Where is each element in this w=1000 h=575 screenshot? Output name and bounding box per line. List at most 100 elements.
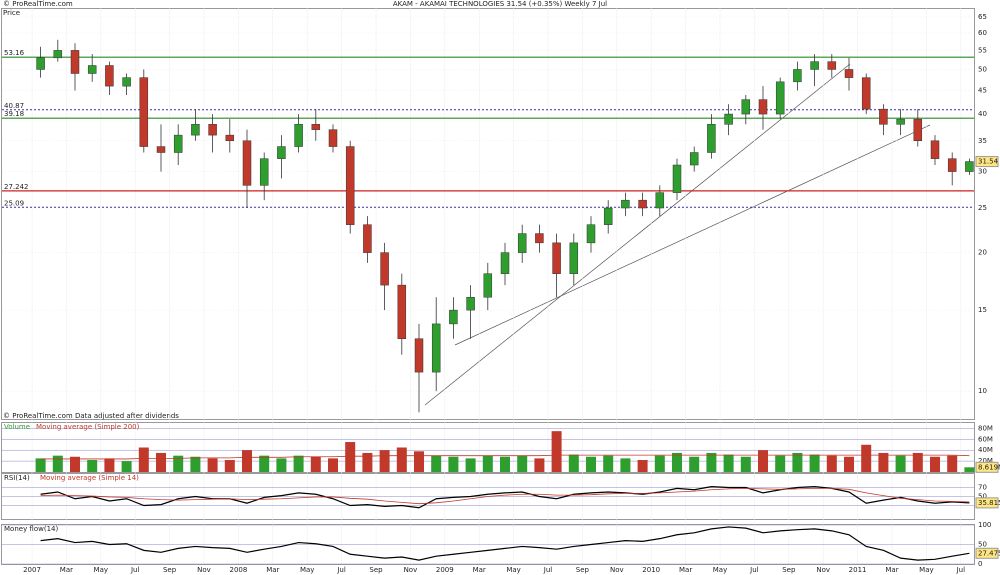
candle-body	[947, 158, 957, 172]
candle-body	[191, 124, 200, 136]
x-tick-label: May	[94, 566, 108, 574]
candle-body	[156, 146, 166, 153]
volume-bar	[431, 455, 442, 472]
volume-bar	[551, 431, 562, 472]
volume-bar	[689, 456, 700, 472]
page-title: AKAM - AKAMAI TECHNOLOGIES 31.54 (+0.35%…	[393, 0, 607, 8]
volume-bar	[895, 455, 906, 472]
volume-bar	[35, 458, 46, 472]
candle-body	[414, 338, 424, 373]
legend-entry: Moving average (Simple 14)	[40, 474, 139, 482]
y-tick-label: 65	[978, 13, 987, 21]
y-tick-label: 50	[978, 65, 987, 73]
x-tick-label: Mar	[60, 566, 73, 574]
last-value-box	[975, 461, 999, 473]
volume-bar	[52, 455, 63, 472]
volume-bar	[362, 452, 373, 472]
trend-line	[454, 124, 931, 346]
x-tick-label: Nov	[816, 566, 830, 574]
volume-bar	[345, 442, 356, 472]
x-tick-label: 2011	[849, 566, 867, 574]
candle-body	[707, 124, 716, 153]
y-tick-label: 0	[978, 560, 982, 568]
candle-body	[741, 99, 751, 115]
volume-bar	[809, 454, 820, 472]
volume-bar	[328, 458, 338, 472]
legend-entry: Money flow(14)	[4, 525, 58, 533]
series-line	[40, 454, 970, 460]
candle-body	[345, 146, 355, 225]
volume-bar	[379, 450, 390, 472]
candle-body	[552, 242, 561, 274]
volume-bar	[173, 455, 184, 472]
candle-body	[449, 309, 458, 325]
x-tick-label: May	[506, 566, 520, 574]
price-panel	[1, 8, 975, 420]
candle-body	[294, 124, 303, 147]
volume-bar	[242, 450, 252, 472]
last-value-box	[975, 497, 999, 509]
panel-title: Price	[3, 9, 20, 17]
candle-body	[173, 134, 183, 153]
candle-body	[827, 61, 837, 70]
x-tick-label: Mar	[266, 566, 279, 574]
candle-body	[139, 77, 149, 147]
x-tick-label: Sep	[576, 566, 590, 574]
candle-body	[70, 50, 80, 74]
candle-body	[535, 233, 544, 244]
y-tick-label: 20	[978, 249, 987, 257]
x-tick-label: Mar	[473, 566, 486, 574]
volume-bar	[259, 455, 270, 472]
level-label: 25.09	[4, 199, 24, 207]
x-tick-label: 2009	[436, 566, 454, 574]
y-tick-label: 40	[978, 110, 987, 118]
y-tick-label: 25	[978, 204, 987, 212]
volume-bar	[448, 456, 459, 472]
level-label: 27.242	[4, 183, 29, 191]
series-line	[40, 487, 970, 505]
volume-bar	[792, 452, 803, 472]
x-tick-label: Nov	[197, 566, 211, 574]
volume-bar	[465, 458, 476, 472]
candle-body	[810, 61, 819, 70]
y-tick-label: 55	[978, 46, 987, 54]
volume-bar	[775, 455, 786, 472]
volume-bar	[930, 456, 940, 472]
volume-bar	[414, 451, 424, 472]
volume-bar	[740, 456, 751, 472]
moneyflow-panel	[1, 524, 975, 565]
x-tick-label: Jul	[336, 566, 346, 574]
x-tick-label: Nov	[610, 566, 624, 574]
candle-body	[603, 207, 613, 225]
volume-bar	[568, 454, 579, 472]
legend-entry: RSI(14)	[4, 474, 30, 482]
volume-bar	[706, 452, 717, 472]
candle-body	[259, 158, 269, 186]
x-tick-label: Sep	[163, 566, 177, 574]
x-tick-label: Mar	[885, 566, 898, 574]
last-value-box	[975, 547, 999, 559]
candle-body	[775, 81, 785, 115]
volume-bar	[276, 458, 287, 472]
candle-body	[225, 134, 235, 142]
candle-body	[208, 124, 217, 136]
x-tick-label: 2008	[229, 566, 247, 574]
volume-bar	[293, 455, 304, 472]
last-value-label: 8.619M	[978, 463, 1000, 471]
volume-bar	[861, 444, 872, 472]
candle-body	[758, 99, 768, 115]
y-tick-label: 20M	[978, 457, 993, 465]
candle-body	[397, 284, 407, 339]
candle-body	[311, 124, 321, 130]
candle-body	[655, 192, 665, 209]
volume-bar	[964, 467, 975, 472]
volume-bar	[826, 455, 837, 472]
copyright: © ProRealTime.com	[3, 0, 73, 8]
volume-bar	[723, 454, 734, 472]
candle-body	[672, 164, 682, 193]
candle-body	[913, 118, 923, 142]
volume-bar	[70, 456, 80, 472]
last-value-label: 31.54	[978, 158, 999, 166]
